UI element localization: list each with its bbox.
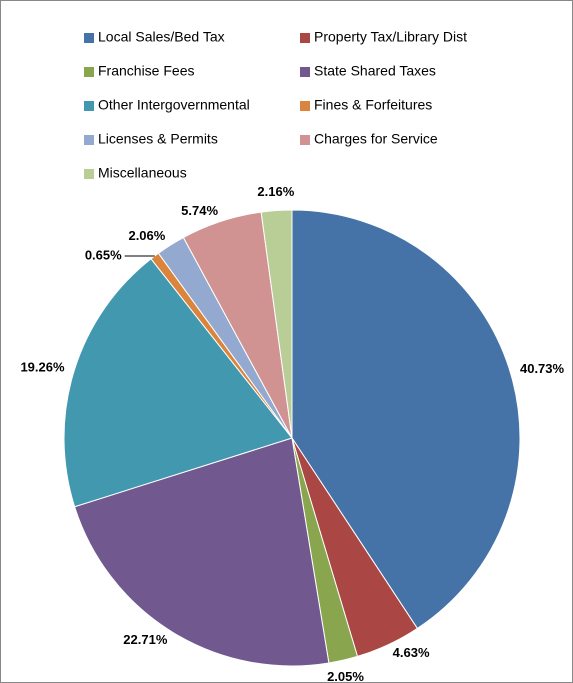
legend-swatch	[300, 67, 310, 77]
data-label: 40.73%	[520, 361, 565, 376]
legend-label: Miscellaneous	[98, 165, 187, 181]
legend-label: Other Intergovernmental	[98, 97, 250, 113]
legend-label: State Shared Taxes	[314, 63, 436, 79]
pie-slice	[73, 437, 330, 667]
data-label: 0.65%	[85, 247, 122, 262]
legend-swatch	[84, 101, 94, 111]
legend-swatch	[300, 101, 310, 111]
data-label: 2.05%	[327, 669, 364, 683]
legend-label: Fines & Forfeitures	[314, 97, 432, 113]
data-label: 22.71%	[123, 632, 168, 647]
data-label: 2.06%	[128, 228, 165, 243]
legend-swatch	[84, 135, 94, 145]
pie-slice	[63, 258, 293, 508]
legend-swatch	[84, 67, 94, 77]
legend-swatch	[300, 33, 310, 43]
legend-swatch	[84, 169, 94, 179]
legend-label: Charges for Service	[314, 131, 438, 147]
legend-label: Franchise Fees	[98, 63, 194, 79]
data-label: 2.16%	[257, 184, 294, 199]
legend-swatch	[300, 135, 310, 145]
data-label: 19.26%	[20, 359, 65, 374]
pie-slice	[260, 209, 293, 439]
legend-label: Licenses & Permits	[98, 131, 218, 147]
legend-label: Local Sales/Bed Tax	[98, 29, 225, 45]
legend-label: Property Tax/Library Dist	[314, 29, 467, 45]
data-label: 5.74%	[181, 203, 218, 218]
legend-swatch	[84, 33, 94, 43]
data-label: 4.63%	[393, 645, 430, 660]
